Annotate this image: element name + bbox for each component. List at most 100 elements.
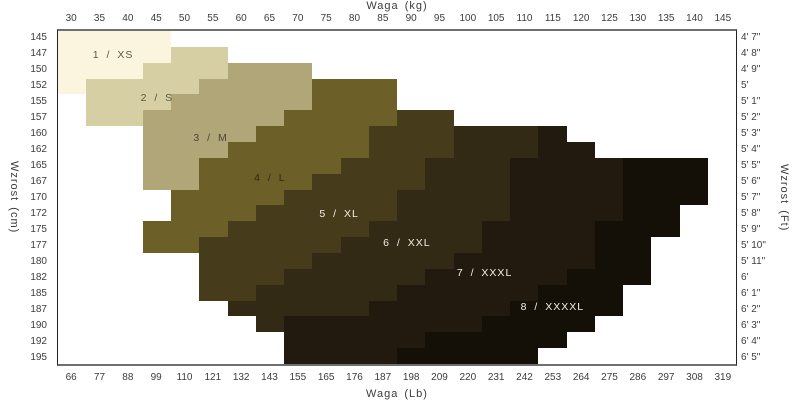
- size-cell-2: [114, 110, 143, 127]
- size-cell-7: [594, 189, 623, 206]
- size-band-label: 1 / XS: [92, 48, 134, 61]
- size-cell-5: [227, 268, 256, 285]
- empty-cell: [651, 284, 680, 301]
- empty-cell: [707, 348, 736, 364]
- size-cell-1: [58, 78, 87, 95]
- empty-cell: [679, 284, 708, 301]
- size-cell-7: [594, 205, 623, 222]
- size-cell-7: [397, 316, 426, 333]
- size-cell-6: [453, 237, 482, 253]
- tick-label-cm: 187: [30, 304, 47, 316]
- size-cell-8: [425, 348, 454, 364]
- size-cell-6: [227, 300, 256, 317]
- tick-label-kg: 145: [714, 13, 732, 24]
- empty-cell: [651, 110, 680, 127]
- size-cell-4: [284, 157, 313, 174]
- empty-cell: [707, 62, 736, 79]
- size-cell-3: [255, 94, 284, 111]
- size-cell-7: [538, 189, 567, 206]
- size-cell-4: [227, 189, 256, 206]
- size-cell-7: [284, 316, 313, 333]
- tick-label-kg: 75: [320, 13, 332, 24]
- empty-cell: [651, 78, 680, 95]
- right-axis-ticks: 4' 7" 4' 8" 4' 9" 5' 5' 1" 5' 2" 5' 3" 5' 4" 5' …: [741, 29, 797, 366]
- size-cell-3: [171, 94, 200, 111]
- empty-cell: [142, 332, 171, 349]
- empty-cell: [594, 316, 623, 333]
- size-cell-4: [368, 110, 397, 127]
- size-cell-7: [538, 221, 567, 238]
- size-cell-7: [594, 157, 623, 174]
- size-cell-4: [171, 205, 200, 222]
- size-cell-6: [453, 141, 482, 158]
- size-cell-5: [255, 237, 284, 253]
- size-band-label: 8 / XXXXL: [520, 300, 585, 313]
- size-cell-3: [255, 78, 284, 95]
- size-cell-6: [255, 284, 284, 301]
- empty-cell: [651, 141, 680, 158]
- empty-cell: [594, 62, 623, 79]
- empty-cell: [679, 332, 708, 349]
- empty-cell: [58, 189, 87, 206]
- empty-cell: [171, 332, 200, 349]
- empty-cell: [397, 31, 426, 47]
- size-cell-8: [623, 268, 652, 285]
- empty-cell: [679, 110, 708, 127]
- size-cell-7: [510, 157, 539, 174]
- size-cell-7: [481, 300, 510, 317]
- empty-cell: [594, 348, 623, 364]
- size-cell-8: [651, 221, 680, 238]
- empty-cell: [114, 268, 143, 285]
- size-cell-4: [171, 237, 200, 253]
- tick-label-kg: 40: [122, 13, 134, 24]
- tick-label-ft: 6': [741, 272, 749, 284]
- empty-cell: [623, 126, 652, 142]
- size-cell-7: [453, 268, 482, 285]
- tick-label-ft: 5' 2": [741, 111, 761, 123]
- empty-cell: [142, 205, 171, 222]
- tick-label-kg: 140: [686, 13, 703, 24]
- tick-label-ft: 6' 4": [741, 336, 761, 348]
- empty-cell: [651, 62, 680, 79]
- size-cell-1: [114, 46, 143, 63]
- empty-cell: [199, 316, 228, 333]
- empty-cell: [707, 31, 736, 47]
- size-cell-4: [227, 173, 256, 190]
- size-band-label: 2 / S: [140, 91, 174, 104]
- size-cell-7: [538, 237, 567, 253]
- size-cell-6: [368, 221, 397, 238]
- tick-label-lb: 88: [122, 372, 134, 383]
- size-cell-5: [368, 126, 397, 142]
- size-cell-7: [453, 316, 482, 333]
- tick-label-ft: 4' 8": [741, 47, 761, 59]
- empty-cell: [86, 141, 115, 158]
- size-cell-7: [566, 252, 595, 269]
- plot-area: 1 / XS 2 / S 3 / M 4 / L 5 / XL 6 / XXL 7 / XX…: [57, 29, 737, 366]
- empty-cell: [58, 157, 87, 174]
- empty-cell: [171, 284, 200, 301]
- size-cell-7: [368, 316, 397, 333]
- size-cell-7: [510, 268, 539, 285]
- size-cell-3: [255, 110, 284, 127]
- size-cell-5: [284, 189, 313, 206]
- empty-cell: [114, 237, 143, 253]
- empty-cell: [114, 141, 143, 158]
- tick-label-cm: 167: [30, 175, 47, 187]
- size-cell-4: [340, 126, 369, 142]
- empty-cell: [594, 78, 623, 95]
- empty-cell: [651, 237, 680, 253]
- empty-cell: [481, 46, 510, 63]
- empty-cell: [340, 62, 369, 79]
- size-cell-7: [284, 332, 313, 349]
- tick-label-ft: 6' 2": [741, 304, 761, 316]
- tick-label-lb: 121: [204, 372, 222, 383]
- size-cell-8: [623, 205, 652, 222]
- empty-cell: [481, 110, 510, 127]
- empty-cell: [58, 221, 87, 238]
- tick-label-cm: 165: [30, 159, 47, 171]
- size-cell-5: [284, 252, 313, 269]
- size-cell-6: [425, 252, 454, 269]
- size-cell-3: [171, 126, 200, 142]
- size-cell-4: [227, 205, 256, 222]
- size-cell-8: [679, 173, 708, 190]
